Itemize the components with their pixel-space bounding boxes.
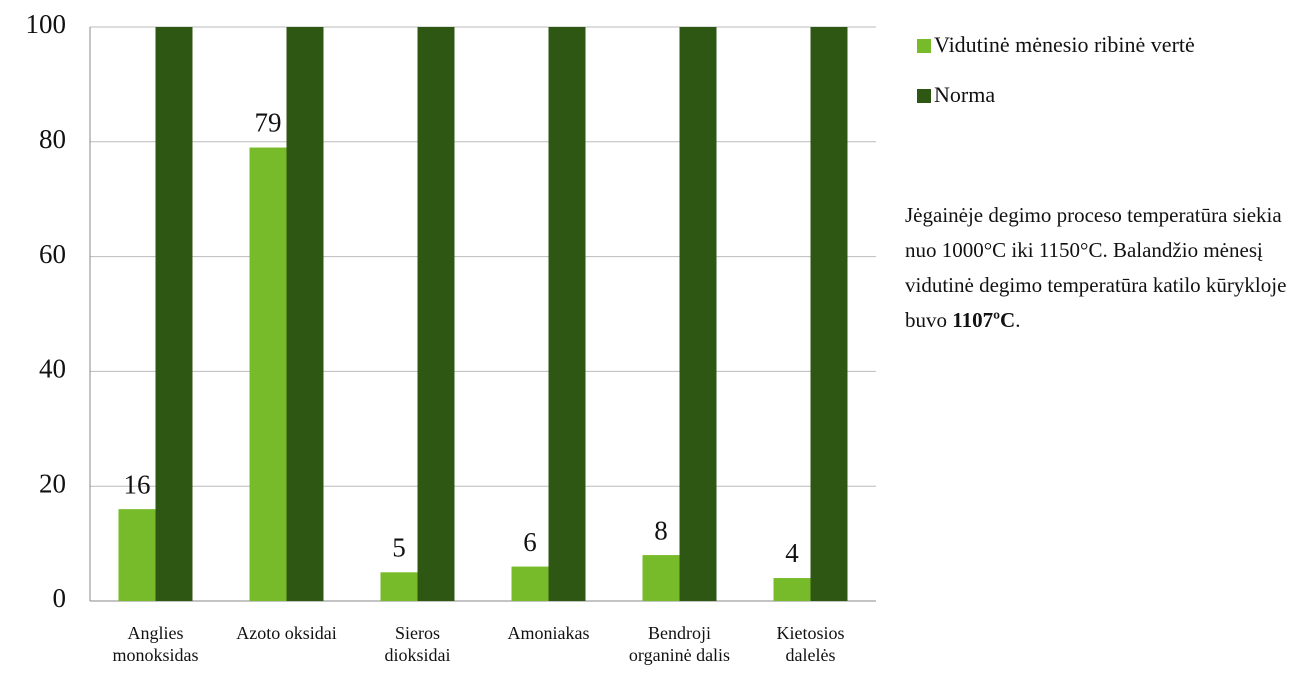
bar (249, 147, 287, 602)
bar (417, 27, 455, 601)
x-tick-label: Kietosios dalelės (776, 623, 845, 665)
bar (679, 27, 717, 601)
data-label: 6 (523, 527, 537, 557)
bar (642, 555, 680, 601)
y-tick-label: 20 (39, 468, 66, 498)
y-tick-label: 80 (39, 124, 66, 154)
y-tick-label: 100 (26, 9, 67, 39)
y-tick-label: 40 (39, 354, 66, 384)
x-tick-label: Anglies monoksidas (112, 623, 199, 665)
bar (118, 509, 156, 601)
x-tick-label: Sieros dioksidai (384, 623, 451, 665)
legend-label: Vidutinė mėnesio ribinė vertė (934, 32, 1195, 57)
data-label: 8 (654, 515, 668, 545)
legend-label: Norma (934, 82, 995, 107)
bar (155, 27, 193, 601)
data-label: 16 (124, 469, 151, 499)
annotation-text: Jėgainėje degimo proceso temperatūra sie… (905, 203, 1287, 332)
annotation-emphasis: 1107ºC (952, 308, 1016, 332)
annotation: Jėgainėje degimo proceso temperatūra sie… (905, 203, 1287, 332)
bar (810, 27, 848, 601)
x-tick-label: Bendroji organinė dalis (628, 623, 731, 665)
x-tick-label: Azoto oksidai (236, 623, 337, 643)
bar (380, 572, 418, 601)
data-label: 4 (785, 538, 799, 568)
bar (548, 27, 586, 601)
legend-swatch (917, 39, 931, 53)
legend-swatch (917, 89, 931, 103)
data-label: 5 (392, 533, 406, 563)
data-label: 79 (255, 108, 282, 138)
bar (286, 27, 324, 601)
x-tick-label: Amoniakas (507, 623, 590, 643)
y-tick-label: 60 (39, 239, 66, 269)
y-tick-label: 0 (53, 583, 67, 613)
bar (773, 578, 811, 601)
bar (511, 566, 549, 601)
